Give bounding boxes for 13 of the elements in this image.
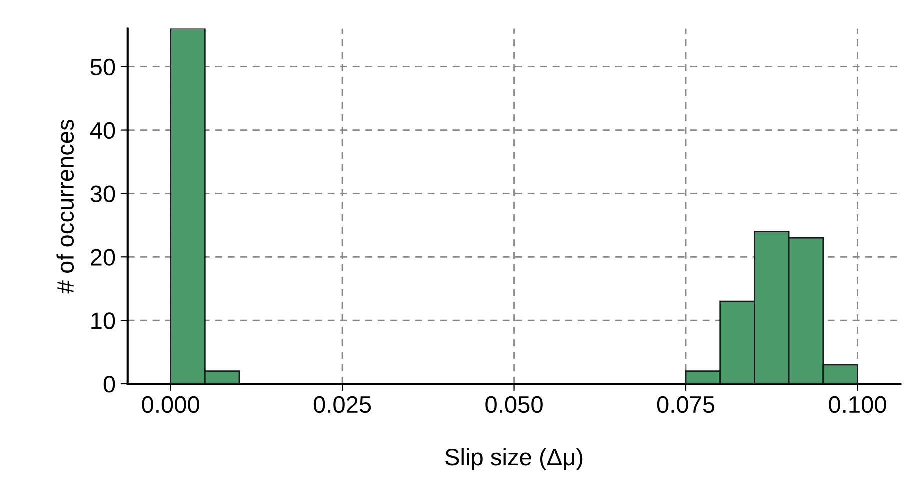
- x-tick-label: 0.075: [657, 396, 715, 414]
- y-tick-label: 0: [104, 376, 116, 393]
- y-tick-label: 30: [90, 186, 116, 202]
- x-tick-label: 0.050: [486, 396, 543, 414]
- y-tick-label: 50: [90, 58, 116, 76]
- y-tick-label: 40: [90, 122, 116, 140]
- x-tick-label: 0.025: [314, 396, 372, 414]
- x-axis-title: Slip size (Δμ): [446, 448, 583, 470]
- y-tick-label: 10: [92, 312, 116, 330]
- y-tick-label: 20: [91, 249, 116, 266]
- x-tick-label: 0.100: [829, 396, 886, 414]
- y-axis-title: # of occurrences: [56, 120, 74, 294]
- x-tick-label: 0.000: [142, 396, 200, 414]
